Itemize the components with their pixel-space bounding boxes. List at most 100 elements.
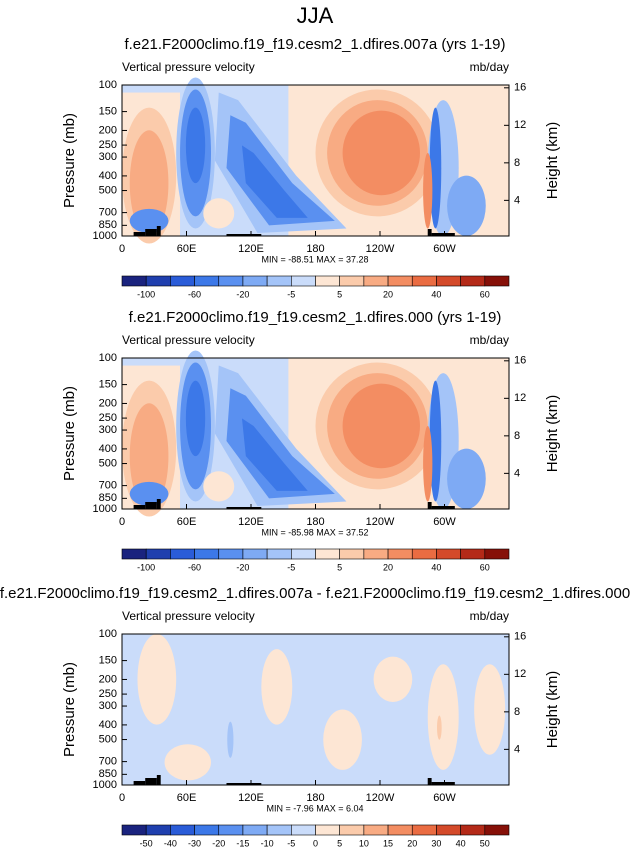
x-tick-label: 60W [433, 792, 456, 804]
contour-region [427, 664, 459, 770]
contour-field [122, 634, 509, 785]
y-tick-label: 300 [99, 424, 117, 436]
topography [156, 499, 161, 509]
y-tick-label: 500 [99, 733, 117, 745]
y2-tick-label: 12 [514, 392, 526, 404]
colorbar-box [436, 548, 461, 560]
contour-region [185, 380, 206, 457]
colorbar-label: -5 [287, 838, 295, 848]
y-tick-label: 850 [99, 492, 117, 504]
colorbar-box [242, 548, 268, 560]
colorbar-box [194, 824, 220, 836]
x-tick-label: 120W [366, 243, 395, 255]
y-tick-label: 150 [99, 105, 117, 117]
min-max: MIN = -85.98 MAX = 37.52 [261, 527, 368, 537]
colorbar-box [484, 548, 510, 560]
contour-region [137, 634, 177, 725]
colorbar-label: 40 [431, 289, 441, 299]
right-label: mb/day [470, 60, 509, 74]
y-tick-label: 300 [99, 151, 117, 163]
colorbar-label: -5 [287, 562, 295, 572]
y-tick-label: 1000 [93, 779, 117, 791]
contour-region [423, 425, 433, 502]
colorbar-box [460, 824, 486, 836]
topography [427, 502, 432, 509]
left-label: Vertical pressure velocity [122, 333, 255, 347]
topography [156, 775, 161, 785]
colorbar-label: 20 [383, 289, 393, 299]
y-tick-label: 1000 [93, 230, 117, 242]
colorbar-box [411, 275, 437, 287]
y-tick-label: 700 [99, 480, 117, 492]
topography [427, 229, 432, 236]
colorbar-box [218, 275, 244, 287]
contour-region [203, 471, 235, 502]
y-tick-label: 400 [99, 719, 117, 731]
x-tick-label: 60W [433, 516, 456, 528]
y2-axis-title: Height (km) [544, 122, 561, 200]
y-tick-label: 150 [99, 378, 117, 390]
topography [145, 502, 157, 509]
colorbar-label: -20 [212, 838, 225, 848]
colorbar-box [121, 548, 147, 560]
min-max: MIN = -88.51 MAX = 37.28 [261, 254, 368, 264]
colorbar-label: 20 [407, 838, 417, 848]
y-tick-label: 700 [99, 207, 117, 219]
y-tick-label: 200 [99, 124, 117, 136]
y-tick-label: 700 [99, 756, 117, 768]
colorbar-box [242, 824, 268, 836]
contour-field [122, 77, 509, 244]
colorbar-label: 60 [480, 289, 490, 299]
x-tick-label: 180 [306, 792, 324, 804]
colorbar-box [291, 824, 316, 836]
colorbar-label: 40 [431, 562, 441, 572]
colorbar-box [436, 824, 461, 836]
contour-region [241, 145, 308, 218]
topography [431, 233, 455, 236]
contour-region [203, 198, 235, 229]
y-tick-label: 250 [99, 412, 117, 424]
y-tick-label: 300 [99, 700, 117, 712]
colorbar-box [387, 548, 413, 560]
topography [226, 783, 262, 785]
x-tick-label: 180 [306, 516, 324, 528]
colorbar-box [194, 275, 220, 287]
colorbar-box [484, 275, 510, 287]
colorbar-box [266, 824, 292, 836]
topography [133, 232, 146, 236]
topography [145, 229, 157, 236]
colorbar-label: -20 [236, 562, 249, 572]
x-tick-label: 0 [119, 516, 125, 528]
right-label: mb/day [470, 609, 509, 623]
colorbar-box [460, 548, 486, 560]
colorbar-label: 30 [431, 838, 441, 848]
contour-region [185, 107, 206, 184]
colorbar-box [145, 548, 171, 560]
contour-region [342, 383, 420, 469]
colorbar-box [266, 275, 292, 287]
colorbar-label: -15 [236, 838, 249, 848]
y2-tick-label: 16 [514, 631, 526, 643]
contour-region [429, 380, 442, 502]
x-tick-label: 120W [366, 516, 395, 528]
y-tick-label: 250 [99, 688, 117, 700]
contour-region [226, 115, 335, 226]
figure-title: JJA [297, 3, 334, 28]
x-tick-label: 60W [433, 243, 456, 255]
colorbar-label: -60 [188, 562, 201, 572]
colorbar-box [170, 275, 195, 287]
colorbar-label: -5 [287, 289, 295, 299]
colorbar-label: -20 [236, 289, 249, 299]
right-label: mb/day [470, 333, 509, 347]
colorbar-label: -100 [137, 562, 155, 572]
colorbar-box [121, 275, 147, 287]
panel-title: f.e21.F2000climo.f19_f19.cesm2_1.dfires.… [124, 36, 505, 53]
topography [427, 778, 432, 785]
contour-region [261, 649, 293, 725]
y2-axis-title: Height (km) [544, 671, 561, 749]
contour-region [373, 656, 413, 702]
colorbar-label: 5 [337, 289, 342, 299]
colorbar-label: 0 [313, 838, 318, 848]
colorbar-box [266, 548, 292, 560]
y2-tick-label: 4 [514, 467, 520, 479]
